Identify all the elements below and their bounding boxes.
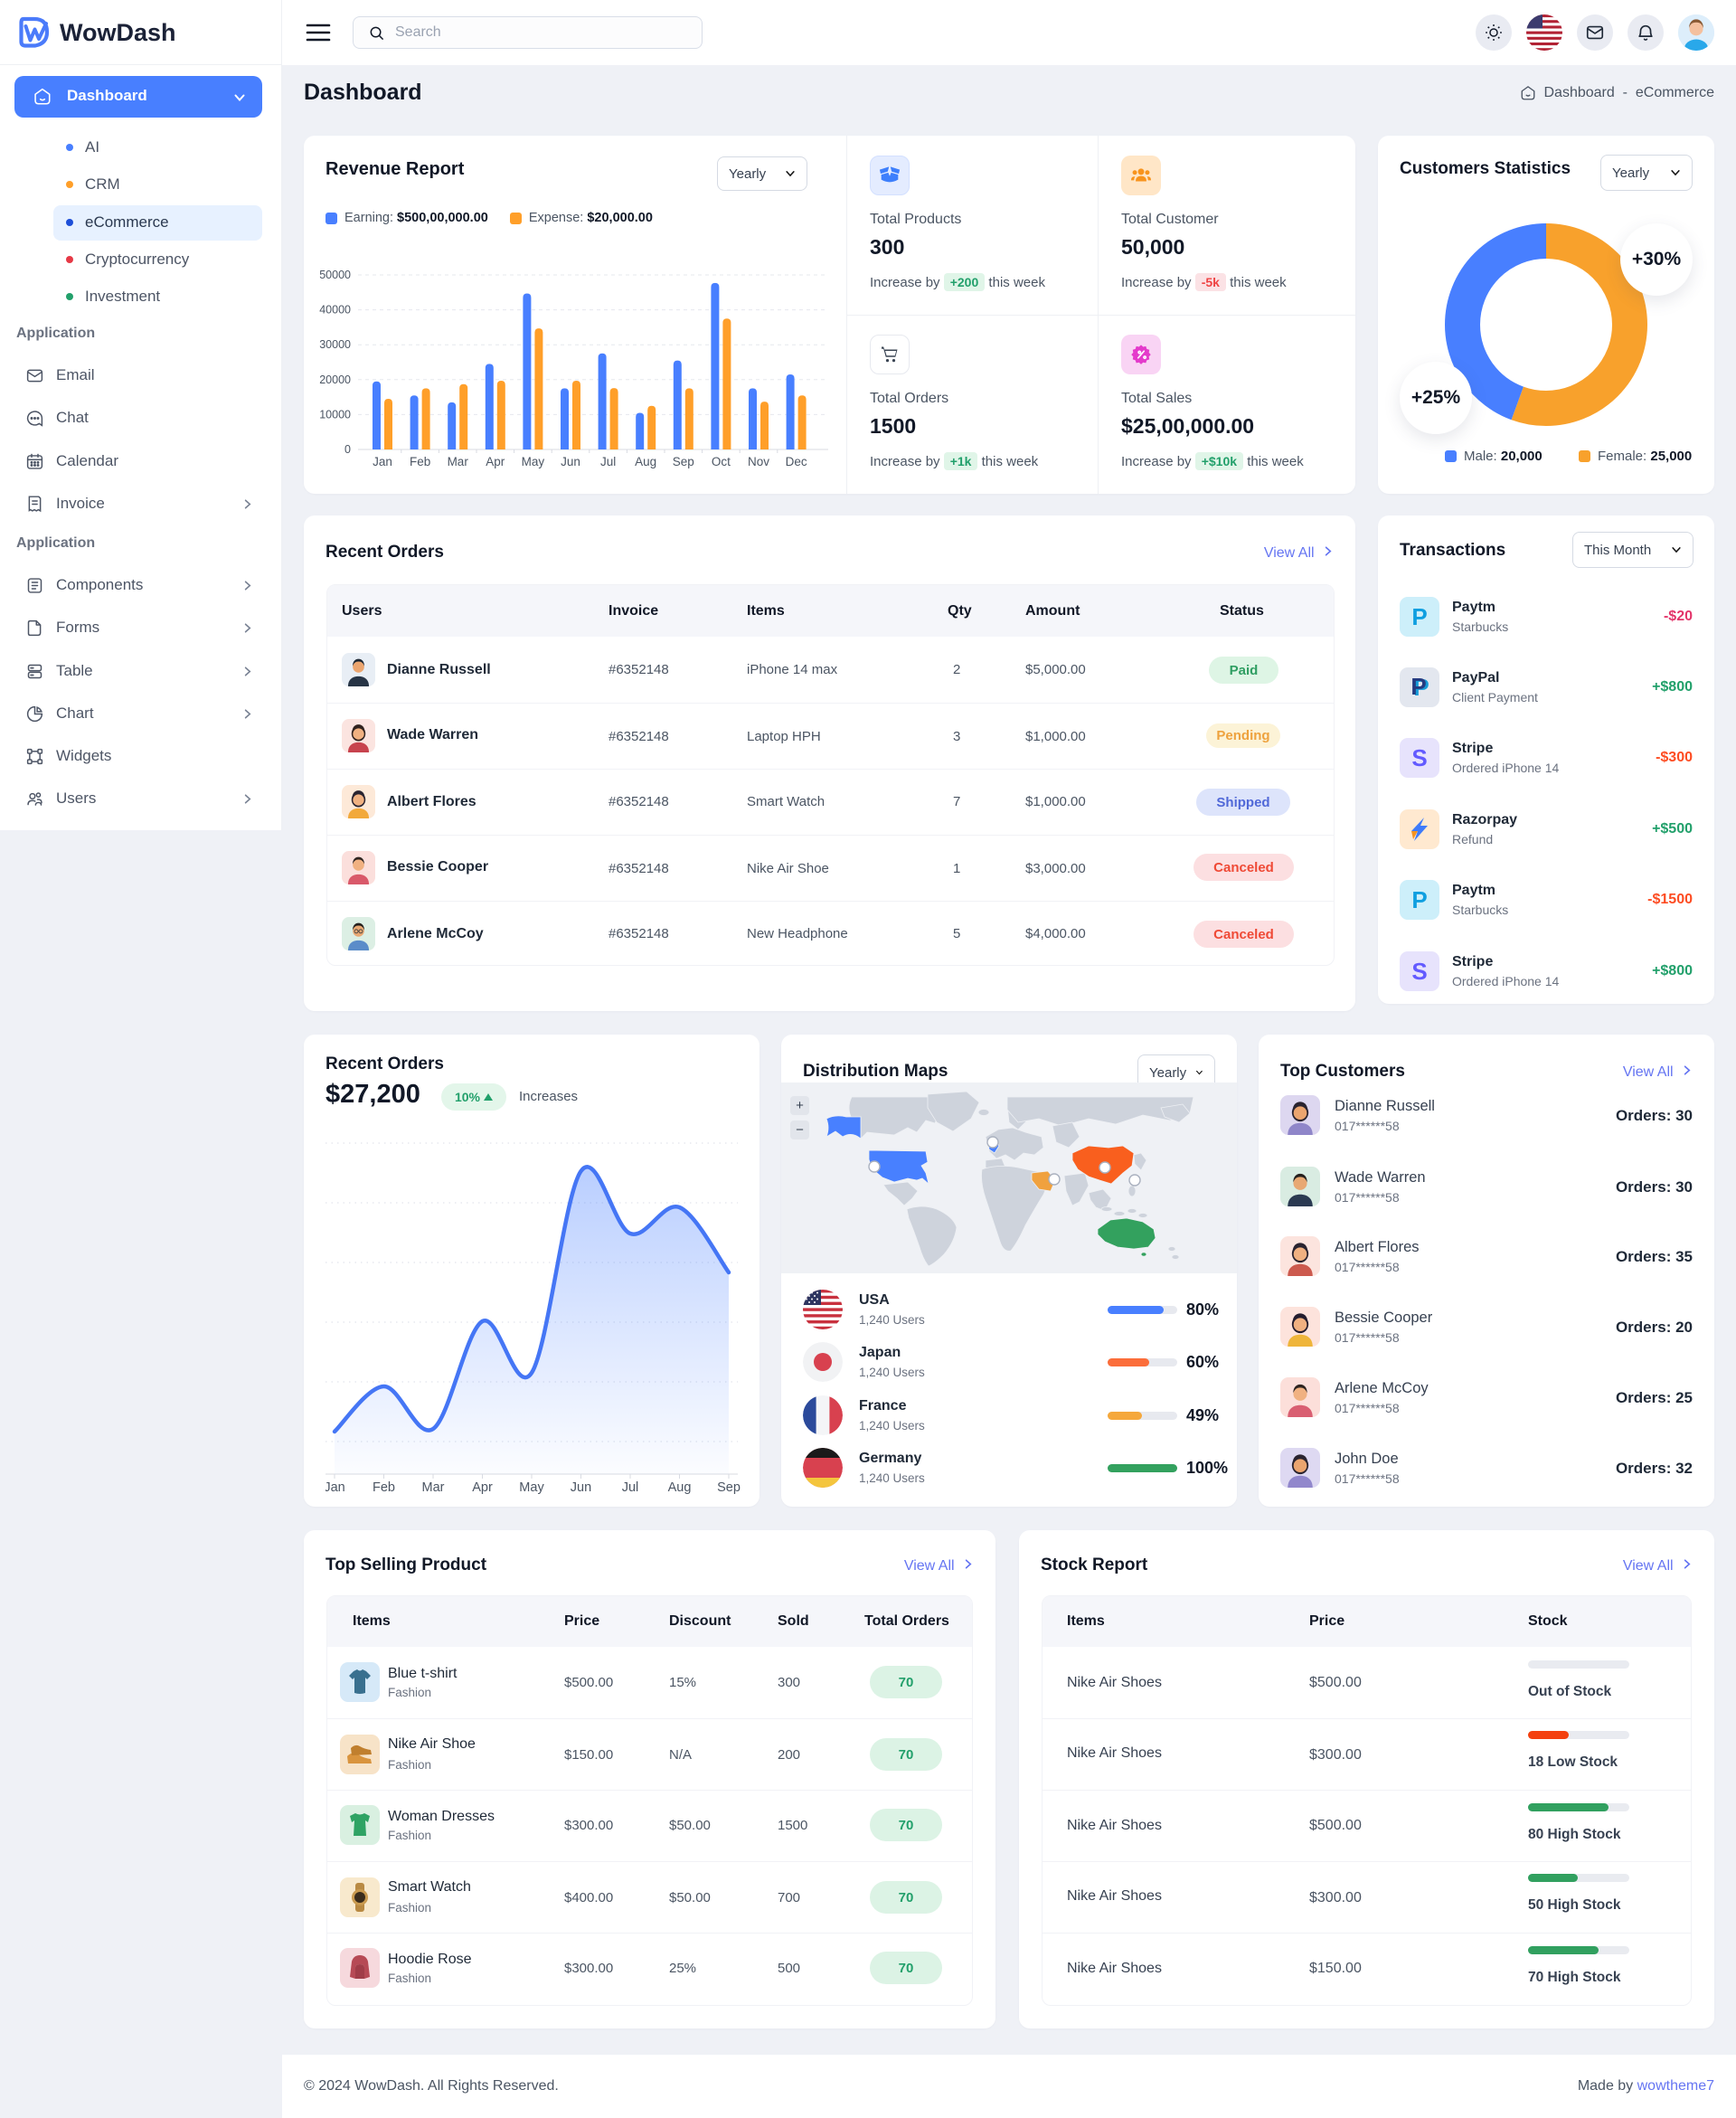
svg-text:Sep: Sep [717,1480,741,1495]
svg-text:Mar: Mar [422,1480,445,1495]
svg-text:P: P [1410,673,1426,700]
svg-text:Apr: Apr [486,455,505,468]
svg-text:Dec: Dec [786,455,807,468]
svg-text:Feb: Feb [373,1480,395,1495]
svg-text:Nov: Nov [748,455,769,468]
svg-text:Aug: Aug [668,1480,692,1495]
svg-text:May: May [519,1480,544,1495]
svg-text:S: S [1411,744,1427,771]
svg-text:0: 0 [344,443,351,456]
svg-text:Jan: Jan [373,455,392,468]
svg-text:10000: 10000 [319,408,351,421]
svg-text:Jan: Jan [326,1480,345,1495]
svg-text:S: S [1411,958,1427,985]
svg-text:P: P [1411,603,1427,630]
svg-text:Feb: Feb [410,455,430,468]
svg-text:May: May [522,455,545,468]
svg-text:Mar: Mar [448,455,469,468]
svg-text:20000: 20000 [319,373,351,386]
svg-text:30000: 30000 [319,338,351,351]
svg-text:P: P [1413,674,1429,701]
svg-text:P: P [1411,886,1427,913]
svg-text:Jul: Jul [600,455,616,468]
svg-text:Apr: Apr [472,1480,493,1495]
svg-text:40000: 40000 [319,304,351,317]
svg-text:50000: 50000 [319,269,351,281]
svg-text:Jul: Jul [622,1480,639,1495]
svg-text:Jun: Jun [561,455,580,468]
svg-text:Oct: Oct [712,455,731,468]
svg-text:Sep: Sep [673,455,694,468]
svg-text:Jun: Jun [571,1480,591,1495]
svg-text:Aug: Aug [635,455,656,468]
